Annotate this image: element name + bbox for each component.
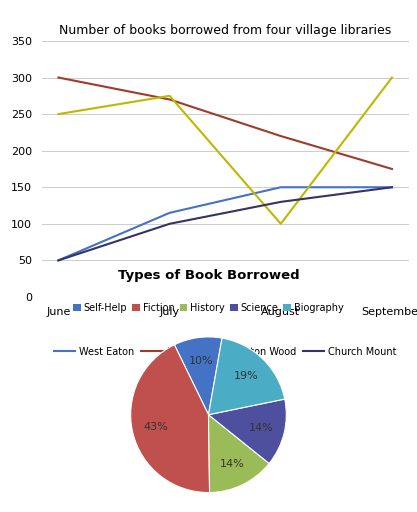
Church Mount [278,199,283,205]
Church Mount [167,221,172,227]
West Eaton [167,210,172,216]
Line: Sutton Wood: Sutton Wood [58,77,392,224]
Text: 43%: 43% [143,422,168,432]
Wedge shape [131,345,210,493]
Wedge shape [208,415,269,493]
Ryeslip [278,133,283,139]
Text: 10%: 10% [188,356,213,366]
Wedge shape [208,338,285,415]
Sutton Wood [278,221,283,227]
Sutton Wood [167,93,172,99]
Title: Types of Book Borrowed: Types of Book Borrowed [118,269,299,282]
Church Mount [56,258,61,264]
Wedge shape [174,337,222,415]
Line: Church Mount: Church Mount [58,187,392,261]
Sutton Wood [56,111,61,117]
Text: 14%: 14% [249,422,274,433]
West Eaton [278,184,283,190]
Text: 14%: 14% [220,459,245,468]
Ryeslip [389,166,394,172]
Legend: West Eaton, Ryeslip, Sutton Wood, Church Mount: West Eaton, Ryeslip, Sutton Wood, Church… [50,343,400,360]
Text: 19%: 19% [234,371,259,380]
Ryeslip [56,74,61,80]
Line: West Eaton: West Eaton [58,187,392,261]
Sutton Wood [389,74,394,80]
Wedge shape [208,399,286,463]
Ryeslip [167,96,172,102]
Title: Number of books borrowed from four village libraries: Number of books borrowed from four villa… [59,24,391,37]
West Eaton [389,184,394,190]
Line: Ryeslip: Ryeslip [58,77,392,169]
West Eaton [56,258,61,264]
Church Mount [389,184,394,190]
Legend: Self-Help, Fiction, History, Science, Biography: Self-Help, Fiction, History, Science, Bi… [69,299,348,317]
